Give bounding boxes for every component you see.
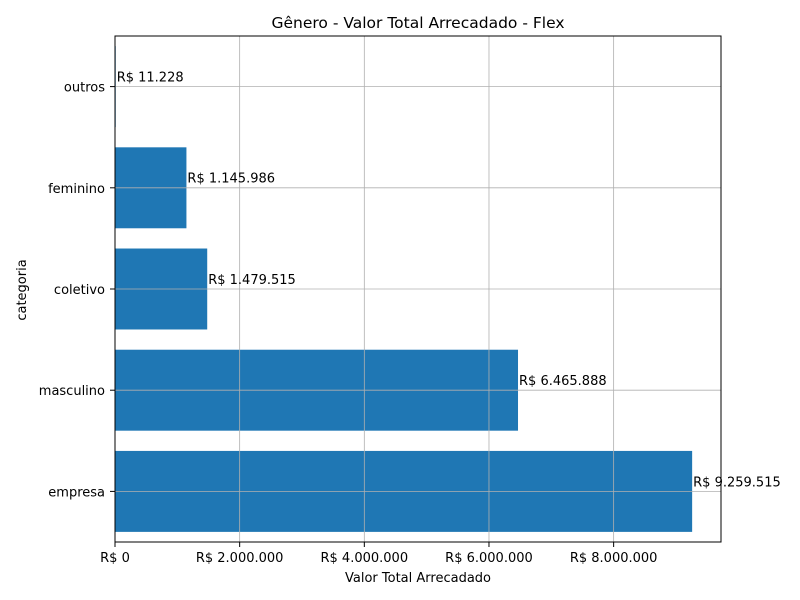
x-tick-label: R$ 2.000.000 (196, 551, 284, 566)
y-tick-label-empresa: empresa (48, 485, 105, 500)
y-tick-label-coletivo: coletivo (54, 283, 105, 298)
y-axis-ticks: empresa masculino coletivo feminino outros (39, 81, 115, 500)
data-labels: R$ 9.259.515 R$ 6.465.888 R$ 1.479.515 R$ 1… (117, 71, 781, 491)
data-label-feminino: R$ 1.145.986 (187, 172, 275, 187)
data-label-masculino: R$ 6.465.888 (519, 374, 607, 389)
x-tick-label: R$ 8.000.000 (570, 551, 658, 566)
y-tick-label-outros: outros (64, 81, 105, 96)
chart-title: Gênero - Valor Total Arrecadado - Flex (271, 14, 564, 32)
data-label-empresa: R$ 9.259.515 (693, 475, 781, 490)
x-tick-label: R$ 6.000.000 (445, 551, 533, 566)
data-label-coletivo: R$ 1.479.515 (208, 273, 296, 288)
x-axis-title: Valor Total Arrecadado (345, 571, 491, 586)
x-tick-label: R$ 4.000.000 (321, 551, 409, 566)
x-tick-label: R$ 0 (100, 551, 130, 566)
y-axis-title: categoria (15, 259, 30, 320)
data-label-outros: R$ 11.228 (117, 71, 184, 86)
y-tick-label-masculino: masculino (39, 384, 105, 399)
x-axis-ticks: R$ 0 R$ 2.000.000 R$ 4.000.000 R$ 6.000.000… (100, 542, 657, 566)
y-tick-label-feminino: feminino (48, 182, 105, 197)
